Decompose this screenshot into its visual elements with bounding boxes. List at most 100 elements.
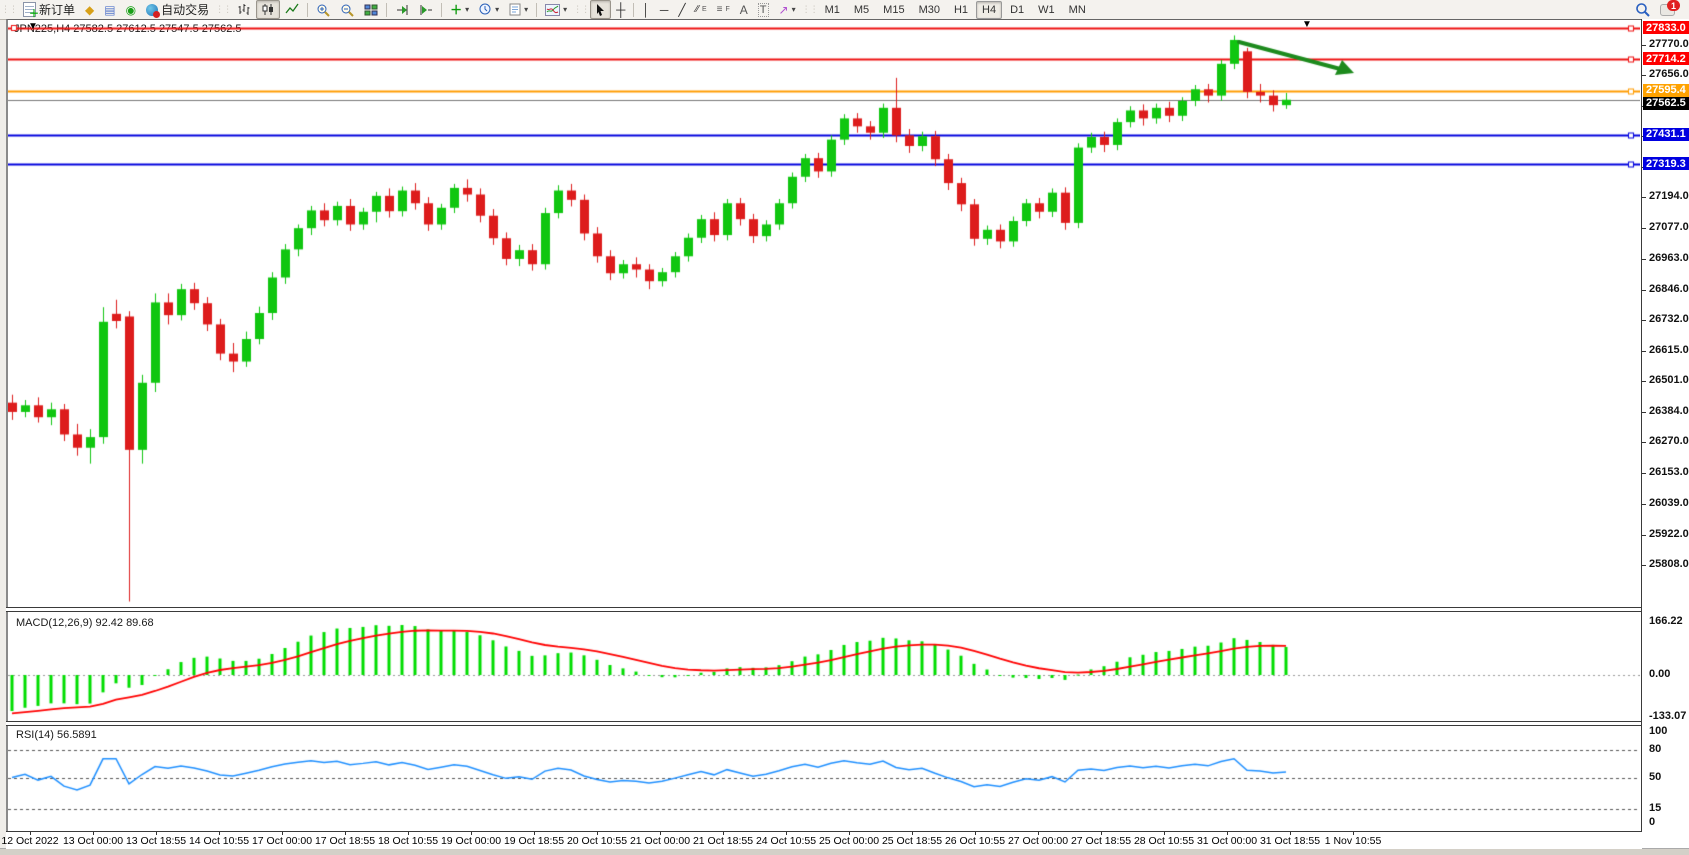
timeframe-button-mn[interactable]: MN [1068, 3, 1086, 16]
navigator-button[interactable]: ◉ [121, 0, 141, 19]
price-axis-label: 26615.0 [1649, 343, 1689, 356]
time-axis-label: 26 Oct 10:55 [944, 835, 1006, 847]
time-axis-label: 31 Oct 18:55 [1259, 835, 1321, 847]
toolbar: ⋮⋮ ＋ 新订单 ◆ ▤ ◉ 自动交易 ⋮⋮ ＋ ▾ ▾ ▾ ▾ ⋮⋮ ┼ │ [0, 0, 1689, 20]
market-watch-button[interactable]: ◆ [80, 0, 99, 19]
tile-windows-button[interactable] [359, 0, 383, 19]
time-axis-label: 17 Oct 18:55 [314, 835, 376, 847]
toolbar-separator [633, 2, 635, 17]
toolbar-separator [536, 2, 538, 17]
search-button[interactable] [1630, 0, 1655, 19]
crosshair-tool-button[interactable]: ┼ [611, 0, 630, 19]
channel-tool-button[interactable]: ∕∕ E [691, 0, 712, 19]
time-axis-tick [1227, 832, 1228, 835]
vertical-line-tool-button[interactable]: │ [637, 0, 655, 19]
timeframe-button-w1[interactable]: W1 [1038, 3, 1055, 16]
macd-panel-chart[interactable] [8, 611, 1640, 720]
toolbar-grip: ⋮⋮ [573, 4, 590, 14]
main-price-chart[interactable] [8, 22, 1640, 606]
zoom-out-button[interactable] [335, 0, 359, 19]
templates-button[interactable]: ▾ [504, 0, 533, 19]
main-macd-divider[interactable] [6, 607, 1642, 612]
timeframe-button-h4[interactable]: H4 [976, 0, 1003, 19]
price-axis-label: 25808.0 [1649, 557, 1689, 570]
search-icon [1636, 3, 1650, 17]
shapes-tool-button[interactable]: ↗ ▾ [774, 0, 801, 19]
time-axis-label: 27 Oct 00:00 [1007, 835, 1069, 847]
macd-axis-label: -133.07 [1649, 710, 1687, 722]
time-axis-tick [975, 832, 976, 835]
time-axis-label: 21 Oct 18:55 [692, 835, 754, 847]
horizontal-line-tool-button[interactable]: ─ [655, 0, 674, 19]
navigator-icon: ◉ [125, 2, 137, 17]
scroll-to-end-marker-icon[interactable]: ▼ [1302, 19, 1312, 30]
channel-icon: ∕∕ [695, 3, 699, 15]
bar-chart-button[interactable] [232, 0, 256, 19]
price-axis-tick [1642, 503, 1646, 505]
timeframe-button-h1[interactable]: H1 [953, 3, 969, 16]
price-axis-tick [1642, 319, 1646, 321]
time-axis-tick [786, 832, 787, 835]
period-button[interactable]: ▾ [474, 0, 504, 19]
price-level-badge: 27833.0 [1643, 21, 1689, 34]
shapes-icon: ↗ [778, 2, 789, 17]
line-chart-icon [285, 3, 299, 14]
price-axis-tick [1642, 350, 1646, 352]
tile-windows-icon [364, 4, 378, 15]
rsi-panel-chart[interactable] [8, 725, 1640, 830]
candle-chart-button[interactable] [256, 0, 281, 19]
price-axis-label: 26384.0 [1649, 405, 1689, 418]
new-order-button[interactable]: ＋ 新订单 [18, 0, 80, 20]
clock-icon [479, 3, 491, 15]
price-axis-label: 26153.0 [1649, 466, 1689, 479]
text-label-tool-button[interactable]: T [753, 0, 774, 19]
data-window-button[interactable]: ▤ [99, 0, 120, 19]
auto-scroll-button[interactable] [390, 0, 414, 19]
dropdown-icon: ▾ [495, 4, 500, 14]
time-axis[interactable]: 12 Oct 2022 13 Oct 00:00 13 Oct 18:55 14 Oc… [1, 831, 1642, 849]
time-axis-label: 13 Oct 18:55 [125, 835, 187, 847]
price-level-badge: 27595.4 [1643, 83, 1689, 97]
auto-trading-button[interactable]: 自动交易 [141, 0, 214, 19]
notifications-button[interactable]: 1 [1655, 0, 1683, 19]
collapse-marker-icon[interactable]: ▼ [28, 21, 38, 32]
line-chart-button[interactable] [280, 0, 304, 19]
bar-chart-icon [238, 4, 250, 15]
fibonacci-sub-label: F [725, 6, 730, 13]
time-axis-tick [723, 832, 724, 835]
channel-sub-label: E [701, 6, 707, 13]
text-icon: A [739, 2, 748, 17]
trendline-icon: ╱ [678, 2, 686, 17]
time-axis-label: 19 Oct 00:00 [440, 835, 502, 847]
zoom-in-button[interactable] [311, 0, 335, 19]
time-axis-tick [1101, 832, 1102, 835]
time-axis-label: 27 Oct 18:55 [1070, 835, 1132, 847]
timeframe-button-m30[interactable]: M30 [918, 3, 940, 16]
crosshair-icon: ┼ [616, 1, 626, 17]
time-axis-tick [30, 832, 31, 835]
fibonacci-tool-button[interactable]: ≡ F [712, 0, 735, 19]
macd-rsi-divider[interactable] [6, 721, 1642, 726]
cursor-tool-button[interactable] [590, 0, 612, 19]
time-axis-tick [1164, 832, 1165, 835]
candle-chart-icon [262, 4, 274, 15]
trendline-tool-button[interactable]: ╱ [673, 0, 690, 19]
price-axis-tick [1642, 289, 1646, 291]
chart-profile-button[interactable]: ▾ [540, 0, 572, 19]
status-bar [0, 848, 1689, 855]
timeframe-button-m15[interactable]: M15 [883, 3, 905, 16]
timeframe-toolbar: M1 M5 M15 M30 H1 H4 D1 W1 MN [819, 0, 1092, 19]
chart-profile-icon [545, 3, 561, 16]
time-axis-tick [408, 832, 409, 835]
price-axis-tick [1642, 564, 1646, 566]
fibonacci-icon: ≡ [716, 3, 723, 15]
timeframe-button-d1[interactable]: D1 [1010, 3, 1025, 16]
timeframe-button-m1[interactable]: M1 [824, 3, 840, 16]
timeframe-button-m5[interactable]: M5 [853, 3, 870, 16]
chart-shift-button[interactable] [414, 0, 438, 19]
indicators-button[interactable]: ＋ ▾ [445, 0, 474, 19]
text-tool-button[interactable]: A [735, 0, 753, 19]
price-axis[interactable]: 27770.027656.027539.027425.027308.027194… [1641, 19, 1689, 848]
toolbar-grip: ⋮⋮ [801, 4, 819, 14]
